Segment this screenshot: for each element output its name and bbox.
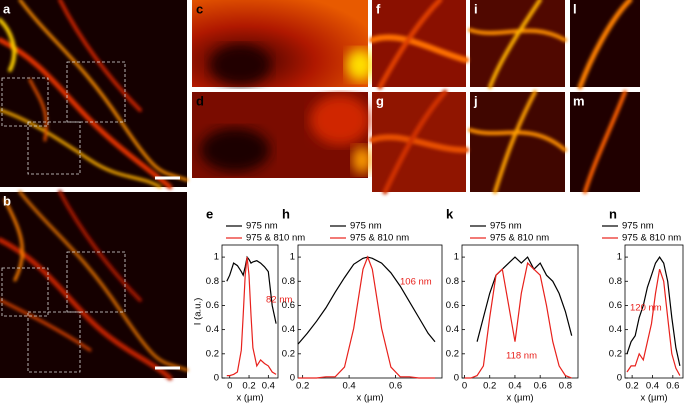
data-line (298, 255, 435, 379)
y-tick-label: 0.8 (282, 276, 295, 287)
panel-label: n (609, 206, 617, 221)
panel-label: k (446, 206, 454, 221)
y-tick-label: 0.2 (446, 348, 459, 359)
x-tick-label: 0.4 (646, 381, 659, 392)
plot-frame (461, 244, 579, 379)
annotation: 120 nm (630, 303, 662, 314)
x-tick-label: 0.6 (389, 381, 402, 392)
panel-label: i (474, 1, 478, 16)
data-line (626, 269, 681, 376)
y-tick-label: 1 (290, 252, 295, 263)
panel-label: m (573, 93, 585, 108)
legend-label: 975 & 810 nm (622, 233, 681, 244)
y-tick-label: 0.6 (609, 300, 622, 311)
y-tick-label: 0.8 (609, 276, 622, 287)
x-tick-label: 0.4 (508, 381, 521, 392)
y-tick-label: 0.6 (282, 300, 295, 311)
y-tick-label: 0 (214, 373, 219, 384)
x-axis-label: x (µm) (506, 393, 533, 404)
y-tick-label: 0.6 (446, 300, 459, 311)
y-tick-label: 0 (454, 373, 459, 384)
panel-label: l (573, 1, 577, 16)
annotation: 118 nm (506, 351, 537, 362)
y-tick-label: 0 (290, 373, 295, 384)
plot-frame (624, 244, 684, 379)
x-tick-label: 0.2 (296, 381, 309, 392)
data-line (226, 255, 277, 324)
legend-label: 975 nm (350, 221, 382, 232)
legend-label: 975 nm (246, 221, 278, 232)
y-tick-label: 0.2 (609, 348, 622, 359)
plot-frame (297, 244, 443, 379)
y-tick-label: 0 (617, 373, 622, 384)
x-axis-label: x (µm) (356, 393, 383, 404)
panel-label: e (206, 206, 213, 221)
data-line (297, 256, 436, 345)
data-line (476, 256, 573, 342)
y-tick-label: 0.4 (446, 324, 459, 335)
y-tick-label: 0.2 (282, 348, 295, 359)
y-tick-label: 0.8 (206, 276, 219, 287)
y-tick-label: 0.4 (609, 324, 622, 335)
x-tick-label: 0 (462, 381, 467, 392)
x-tick-label: 0 (227, 381, 232, 392)
panel-label: a (3, 1, 11, 16)
x-axis-label: x (µm) (236, 393, 263, 404)
x-tick-label: 0.2 (483, 381, 496, 392)
y-axis-label: I (a.u.) (193, 298, 204, 325)
legend-label: 975 nm (622, 221, 654, 232)
legend-label: 975 & 810 nm (246, 233, 305, 244)
y-tick-label: 0.8 (446, 276, 459, 287)
data-line (626, 256, 681, 367)
x-axis-label: x (µm) (640, 393, 667, 404)
y-tick-label: 0.4 (282, 324, 295, 335)
y-tick-label: 0.2 (206, 348, 219, 359)
x-tick-label: 0.2 (626, 381, 639, 392)
image-j (470, 92, 565, 192)
panel-label: c (196, 1, 203, 16)
annotation: 106 nm (400, 277, 432, 288)
plot-frame (221, 244, 279, 379)
x-tick-label: 0.6 (534, 381, 547, 392)
panel-label: b (3, 193, 11, 208)
image-a (0, 0, 187, 187)
x-tick-label: 0.6 (666, 381, 679, 392)
legend-label: 975 nm (490, 221, 522, 232)
x-tick-label: 0.8 (559, 381, 572, 392)
legend-label: 975 & 810 nm (490, 233, 549, 244)
legend-label: 975 & 810 nm (350, 233, 409, 244)
y-tick-label: 1 (617, 252, 622, 263)
panel-label: h (282, 206, 290, 221)
y-tick-label: 1 (214, 252, 219, 263)
panel-label: j (473, 93, 478, 108)
image-panels (0, 0, 640, 381)
image-l (570, 0, 640, 87)
annotation: 82 nm (266, 295, 292, 306)
panel-label: g (376, 93, 384, 108)
data-line (226, 257, 277, 377)
panel-label: d (196, 93, 204, 108)
x-tick-label: 0.4 (262, 381, 275, 392)
image-i (470, 0, 565, 87)
y-tick-label: 1 (454, 252, 459, 263)
y-tick-label: 0.4 (206, 324, 219, 335)
image-b (0, 192, 187, 378)
data-line (464, 261, 572, 379)
x-tick-label: 0.2 (242, 381, 255, 392)
y-tick-label: 0.6 (206, 300, 219, 311)
x-tick-label: 0.4 (342, 381, 355, 392)
panel-label: f (376, 1, 381, 16)
